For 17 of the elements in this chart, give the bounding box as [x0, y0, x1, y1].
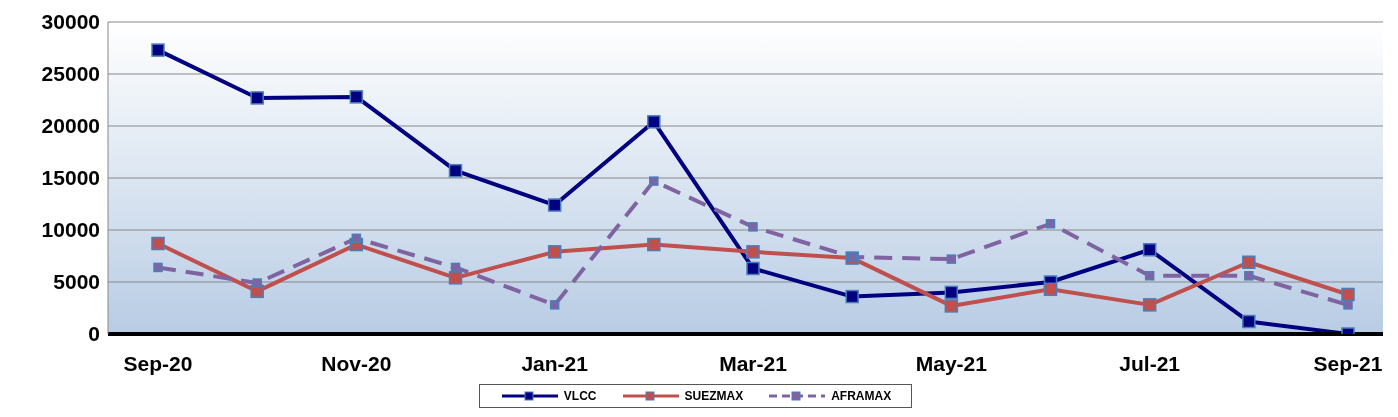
- legend-label: SUEZMAX: [684, 389, 744, 403]
- x-tick-label: Sep-20: [123, 351, 193, 375]
- y-tick-label: 15000: [41, 166, 100, 190]
- y-tick-label: 20000: [41, 114, 100, 138]
- x-tick-label: Jul-21: [1119, 351, 1181, 375]
- y-tick-label: 30000: [41, 10, 100, 34]
- x-tick-label: Nov-20: [321, 351, 392, 375]
- x-tick-label: Mar-21: [719, 351, 788, 375]
- x-tick-label: May-21: [915, 351, 988, 375]
- y-tick-label: 25000: [41, 62, 100, 86]
- x-tick-label: Jan-21: [521, 351, 589, 375]
- legend-label: AFRAMAX: [831, 389, 892, 403]
- x-tick-label: Sep-21: [1313, 351, 1383, 375]
- y-tick-label: 0: [88, 322, 100, 346]
- y-tick-label: 10000: [41, 218, 100, 242]
- y-tick-label: 5000: [53, 270, 100, 294]
- legend-label: VLCC: [563, 389, 597, 403]
